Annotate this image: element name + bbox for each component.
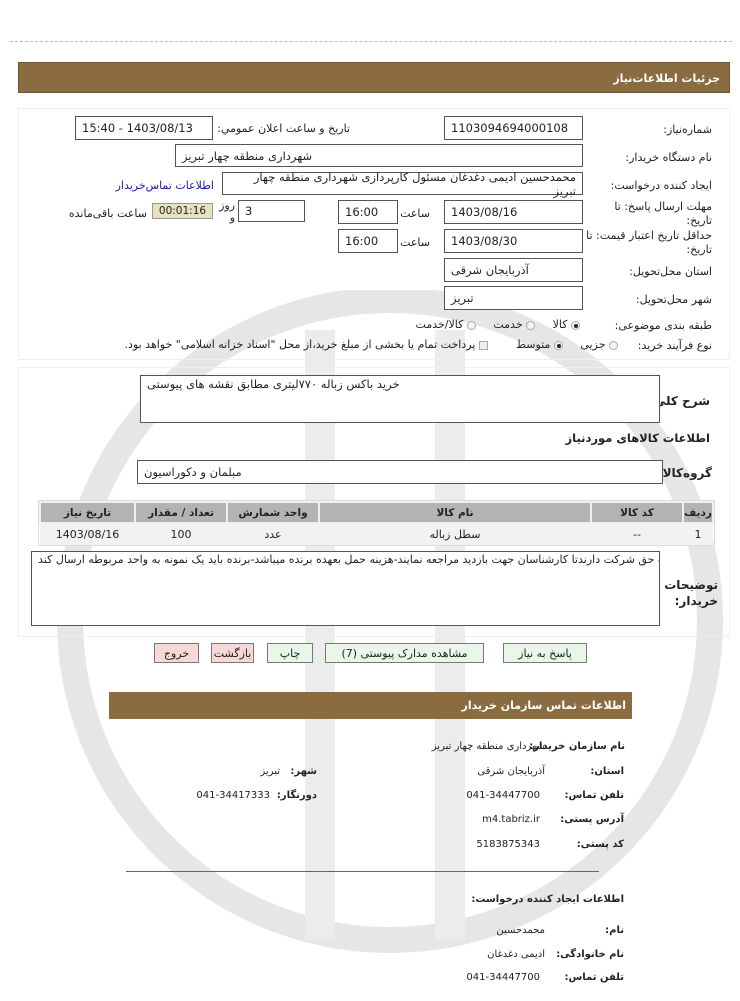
group-label: گروه‌کالا:: [657, 466, 712, 480]
cell-date: 1403/08/16: [40, 523, 135, 545]
remaining-timer: 00:01:16: [152, 203, 213, 219]
postal-value: 5183875343: [476, 839, 540, 850]
summary-textarea[interactable]: خرید باکس زباله ۷۷۰لیتری مطابق نقشه های …: [140, 375, 660, 423]
col-name: نام کالا: [318, 501, 592, 524]
col-qty: تعداد / مقدار: [134, 501, 228, 524]
col-code: کد کالا: [590, 501, 684, 524]
page-title: جزئیات اطلاعات‌نیاز: [613, 72, 720, 85]
print-button[interactable]: چاپ: [267, 643, 313, 663]
cell-name: سطل زباله: [319, 523, 591, 545]
deadline-time-field: 16:00: [338, 200, 398, 224]
city-contact-value: تبریز: [260, 766, 280, 777]
validity-date-field: 1403/08/30: [444, 229, 583, 253]
deadline-hour-label: ساعت: [400, 207, 430, 220]
name-label: نام:: [605, 925, 624, 936]
family-value: ادیمی دغدغان: [487, 949, 545, 960]
cell-qty: 100: [135, 523, 227, 545]
creator-label: ایجاد کننده درخواست:: [610, 179, 712, 192]
need-number-field: 1103094694000108: [444, 116, 583, 140]
city-contact-label: شهر:: [290, 766, 317, 777]
deadline-label: مهلت ارسال پاسخ: تا تاریخ:: [614, 200, 712, 227]
radio-icon[interactable]: [466, 320, 476, 330]
col-date: تاریخ نیاز: [39, 501, 136, 524]
validity-time-field: 16:00: [338, 229, 398, 253]
radio-jozei[interactable]: جزیی: [580, 338, 618, 351]
table-row: 1 -- سطل زباله عدد 100 1403/08/16: [40, 523, 713, 545]
buyer-contact-link[interactable]: اطلاعات تماس‌خریدار: [115, 179, 214, 192]
goods-table: ردیف کد کالا نام کالا واحد شمارش تعداد /…: [38, 500, 715, 546]
category-label: طبقه بندی موضوعی:: [614, 319, 712, 332]
days-field: 3: [238, 200, 305, 222]
treasury-note: پرداخت تمام یا بخشی از مبلغ خرید،از محل …: [124, 338, 476, 351]
org-value: شهرداری منطقه چهار تبریز: [431, 741, 545, 752]
radio-icon[interactable]: [609, 340, 618, 350]
details-section: [18, 367, 730, 637]
city-field: تبریز: [444, 286, 583, 310]
remaining-label: ساعت باقی‌مانده: [68, 207, 147, 220]
announce-label: تاریخ و ساعت اعلان عمومي:: [217, 122, 350, 135]
contact-title: اطلاعات تماس سازمان خریدار: [461, 699, 626, 712]
buyer-label: نام دستگاه خریدار:: [625, 151, 712, 164]
cell-code: --: [591, 523, 683, 545]
address-value: m4.tabriz.ir: [482, 814, 540, 825]
reply-button[interactable]: پاسخ به نیاز: [503, 643, 587, 663]
contact-header: [109, 692, 632, 719]
phone-value: 041-34447700: [466, 790, 540, 801]
province-field: آذربایجان شرقی: [444, 258, 583, 282]
goods-title: اطلاعات کالاهای موردنیاز: [565, 431, 710, 445]
radio-kala[interactable]: کالا: [553, 318, 580, 331]
radio-icon[interactable]: [526, 320, 536, 330]
announce-field: 1403/08/13 - 15:40: [75, 116, 213, 140]
province-label: استان محل‌تحویل:: [629, 265, 712, 278]
group-field: مبلمان و دکوراسیون: [137, 460, 663, 484]
fax-value: 041-34417333: [196, 790, 270, 801]
contact-divider: [126, 871, 599, 872]
top-divider: [10, 41, 732, 42]
need-number-label: شماره‌نیاز:: [663, 123, 712, 136]
radio-icon[interactable]: [571, 320, 580, 330]
days-label: روز و: [219, 199, 235, 224]
phone-label: تلفن تماس:: [564, 790, 624, 801]
postal-label: کد پستی:: [576, 839, 624, 850]
process-label: نوع فرآیند خرید:: [637, 339, 712, 352]
radio-motevaset[interactable]: متوسط: [516, 338, 563, 351]
creator-phone-label: تلفن تماس:: [564, 972, 624, 983]
family-label: نام خانوادگی:: [556, 949, 624, 960]
info-section: [18, 108, 730, 360]
address-label: آدرس پستی:: [560, 814, 624, 825]
validity-label: حداقل تاریخ اعتبار قیمت: تا تاریخ:: [586, 229, 712, 256]
exit-button[interactable]: خروج: [154, 643, 199, 663]
org-label: نام سازمان خریدار:: [529, 741, 625, 752]
province-contact-label: استان:: [590, 766, 624, 777]
col-unit: واحد شمارش: [226, 501, 320, 524]
validity-hour-label: ساعت: [400, 236, 430, 249]
notes-label: توضیحات خریدار:: [664, 578, 718, 608]
deadline-date-field: 1403/08/16: [444, 200, 583, 224]
cell-unit: عدد: [227, 523, 319, 545]
creator-field: محمدحسین ادیمی دغدغان مسئول کارپردازی شه…: [222, 170, 583, 198]
name-value: محمدحسین: [496, 925, 545, 936]
province-contact-value: آذربایجان شرقی: [477, 766, 545, 777]
attachments-button[interactable]: مشاهده مدارک پیوستی (7): [325, 643, 484, 663]
radio-icon[interactable]: [553, 340, 563, 350]
page-header: [18, 62, 730, 93]
back-button[interactable]: بازگشت: [211, 643, 254, 663]
radio-kala-khedmat[interactable]: کالا/خدمت: [416, 318, 476, 331]
radio-khedmat[interactable]: خدمت: [493, 318, 536, 331]
treasury-checkbox[interactable]: [478, 340, 488, 350]
category-radio-group[interactable]: کالا خدمت کالا/خدمت: [416, 318, 580, 331]
creator-info-title: اطلاعات ایجاد کننده درخواست:: [471, 894, 624, 905]
notes-textarea[interactable]: بت حق شرکت دارندتا کارشناسان جهت بازدید …: [31, 551, 660, 626]
buyer-field: شهرداری منطقه چهار تبریز: [175, 144, 583, 167]
fax-label: دورنگار:: [276, 790, 317, 801]
process-radio-group[interactable]: جزیی متوسط پرداخت تمام یا بخشی از مبلغ خ…: [125, 338, 618, 351]
col-row: ردیف: [682, 501, 714, 524]
table-header-row: ردیف کد کالا نام کالا واحد شمارش تعداد /…: [39, 501, 714, 524]
city-label: شهر محل‌تحویل:: [635, 293, 712, 306]
creator-phone-value: 041-34447700: [466, 972, 540, 983]
cell-row: 1: [683, 523, 713, 545]
